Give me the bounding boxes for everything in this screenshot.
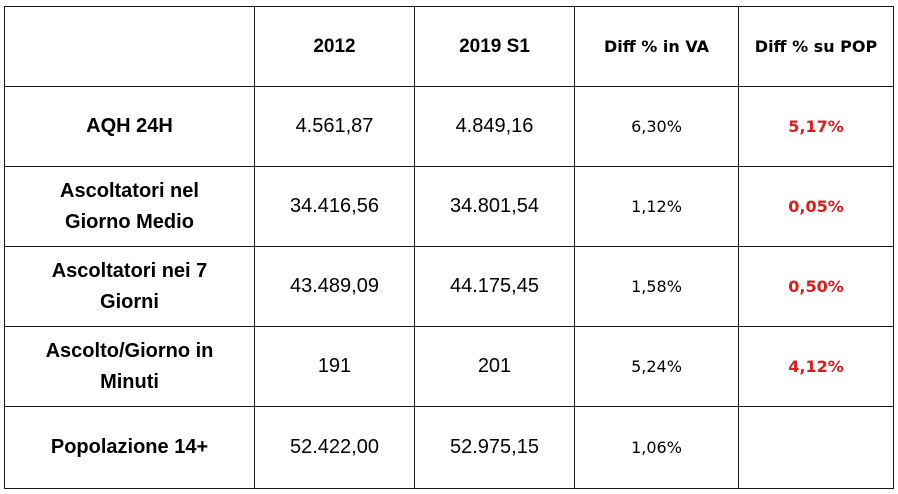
table-row: Ascoltatori nel Giorno Medio 34.416,56 3… [4,166,894,247]
diff-pop: 5,17% [738,86,894,167]
value-2012: 34.416,56 [254,166,415,247]
header-corner-cell [4,6,255,87]
header-2012: 2012 [254,6,415,87]
row-label: Ascoltatori nei 7 Giorni [4,246,255,327]
table-row: Ascoltatori nei 7 Giorni 43.489,09 44.17… [4,246,894,327]
row-label-line1: Ascoltatori nei 7 [51,259,208,282]
diff-va: 1,12% [574,166,739,247]
header-diff-pop: Diff % su POP [738,6,894,87]
diff-pop [738,406,894,489]
row-label: Ascolto/Giorno in Minuti [4,326,255,407]
diff-va: 1,58% [574,246,739,327]
row-label: Ascoltatori nel Giorno Medio [4,166,255,247]
header-2019-s1: 2019 S1 [414,6,575,87]
diff-va: 5,24% [574,326,739,407]
header-diff-va: Diff % in VA [574,6,739,87]
row-label: AQH 24H [4,86,255,167]
table-row: AQH 24H 4.561,87 4.849,16 6,30% 5,17% [4,86,894,167]
value-2019: 201 [414,326,575,407]
row-label-line2: Giorni [100,290,159,313]
table-row: Popolazione 14+ 52.422,00 52.975,15 1,06… [4,406,894,489]
value-2019: 34.801,54 [414,166,575,247]
value-2012: 4.561,87 [254,86,415,167]
row-label-line1: AQH 24H [86,115,173,137]
diff-va: 6,30% [574,86,739,167]
diff-pop: 0,50% [738,246,894,327]
value-2019: 52.975,15 [414,406,575,489]
row-label-line2: Giorno Medio [65,210,194,233]
row-label-line2: Minuti [100,370,159,393]
statistics-table: 2012 2019 S1 Diff % in VA Diff % su POP … [4,6,894,489]
diff-va: 1,06% [574,406,739,489]
row-label-line1: Ascoltatori nel [60,179,199,202]
value-2012: 52.422,00 [254,406,415,489]
value-2012: 191 [254,326,415,407]
diff-pop: 0,05% [738,166,894,247]
value-2012: 43.489,09 [254,246,415,327]
value-2019: 44.175,45 [414,246,575,327]
row-label-line1: Ascolto/Giorno in [45,339,214,362]
table-header-row: 2012 2019 S1 Diff % in VA Diff % su POP [4,6,894,87]
table-row: Ascolto/Giorno in Minuti 191 201 5,24% 4… [4,326,894,407]
value-2019: 4.849,16 [414,86,575,167]
row-label-line1: Popolazione 14+ [50,436,209,458]
row-label: Popolazione 14+ [4,406,255,489]
diff-pop: 4,12% [738,326,894,407]
